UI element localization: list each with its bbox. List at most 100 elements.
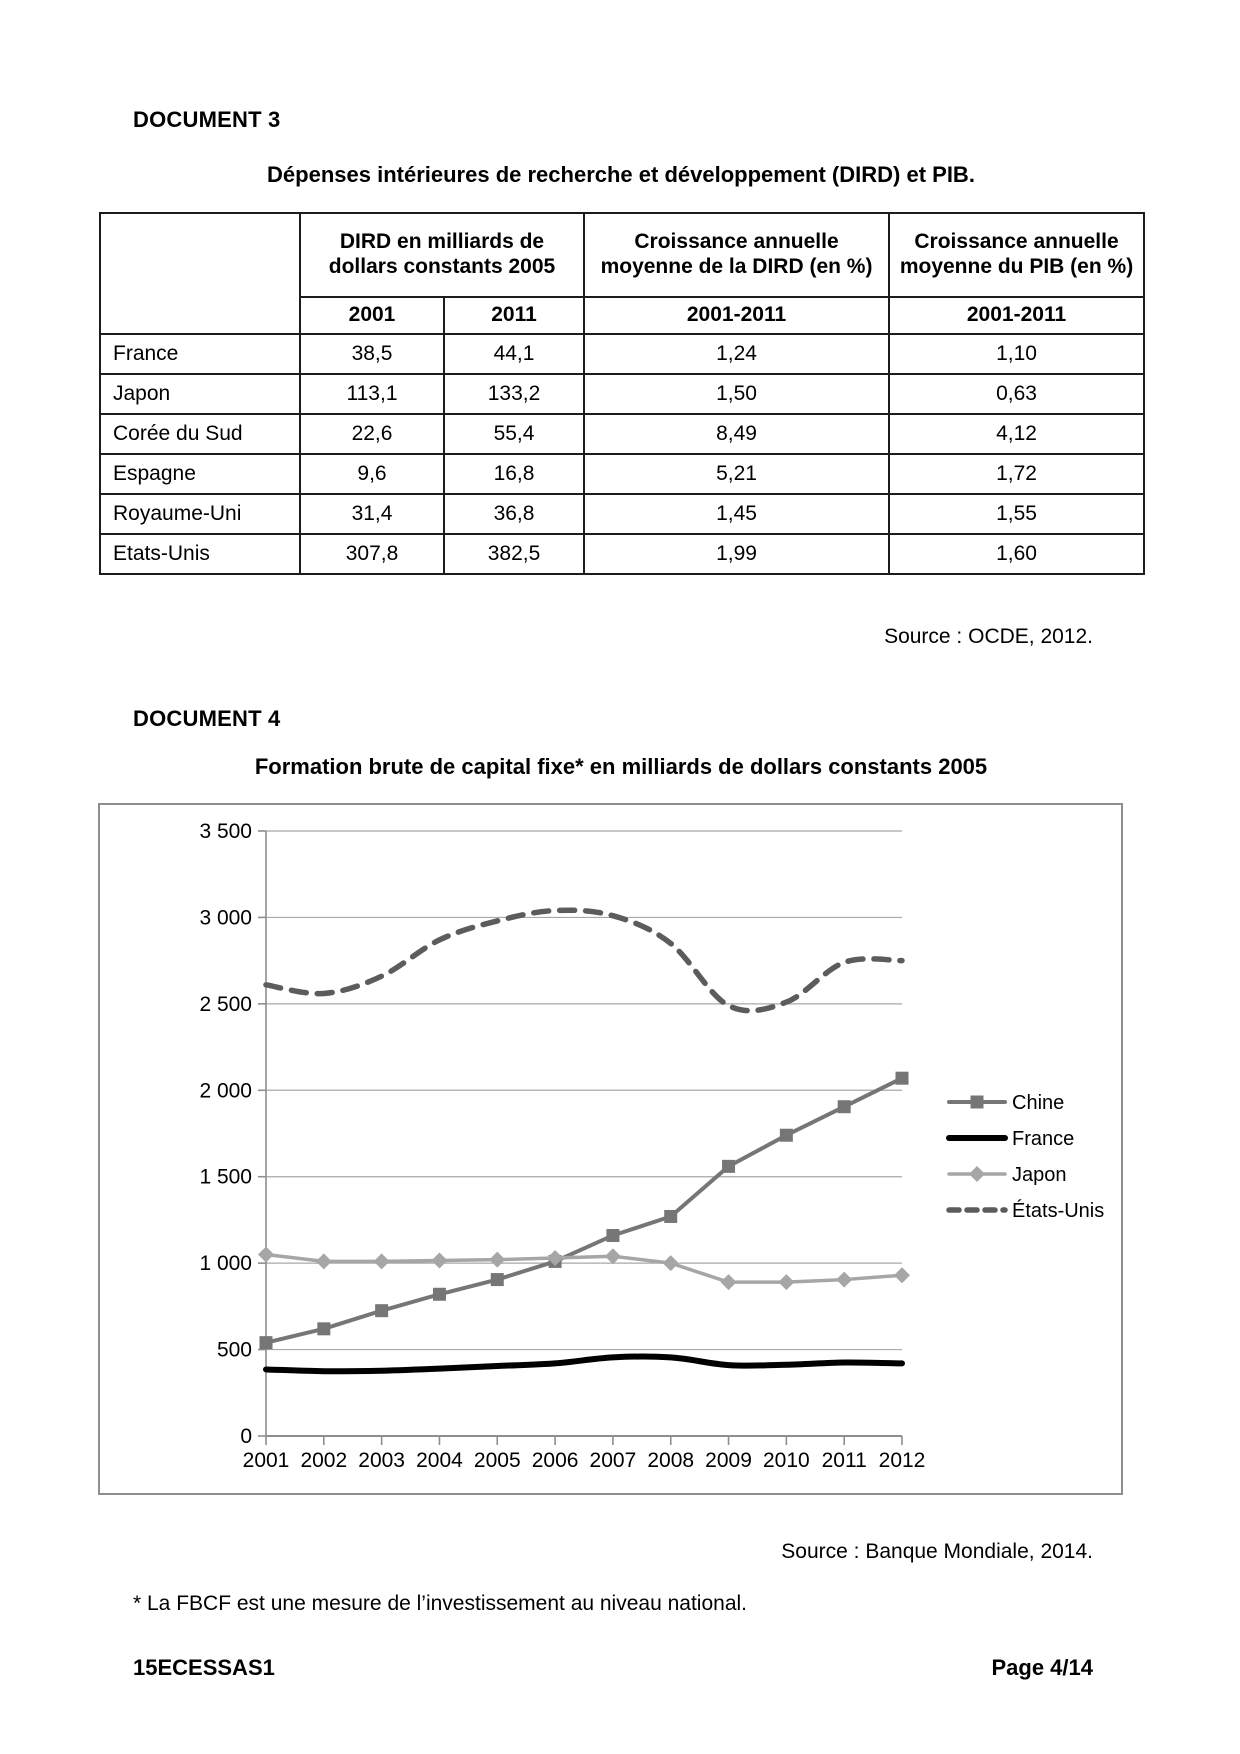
dird-table: DIRD en milliards de dollars constants 2… [99, 212, 1146, 575]
cell-2011: 382,5 [442, 533, 586, 575]
table-sub-header-2001: 2001 [299, 296, 445, 335]
marker-diamond-Japon [258, 1246, 274, 1263]
cell-2011: 133,2 [442, 373, 586, 415]
document4-heading: DOCUMENT 4 [133, 706, 281, 731]
cell-2001: 9,6 [299, 453, 445, 495]
cell-dird-growth: 1,24 [583, 333, 891, 375]
series-line-Japon [264, 1252, 904, 1284]
marker-square-Chine [722, 1159, 736, 1173]
x-tick-label: 2009 [705, 1449, 752, 1472]
cell-dird-growth: 1,50 [583, 373, 891, 415]
marker-square-Chine [837, 1100, 851, 1114]
table-group-header-dird: DIRD en milliards de dollars constants 2… [298, 212, 586, 298]
x-tick-label: 2006 [532, 1449, 579, 1472]
cell-dird-growth: 8,49 [583, 413, 891, 455]
series-line-États-Unis [263, 907, 905, 1014]
marker-square-Chine [779, 1128, 793, 1142]
y-tick-label: 2 500 [199, 993, 252, 1016]
x-tick-label: 2001 [243, 1449, 290, 1472]
table-row: Etats-Unis 307,8 382,5 1,99 1,60 [99, 533, 1146, 575]
marker-diamond-Japon [373, 1253, 390, 1270]
cell-2001: 307,8 [299, 533, 445, 575]
marker-diamond-Japon [836, 1271, 853, 1288]
chart-canvas: 0 500 1 000 1 500 2 000 2 500 3 000 3 500 2001 20… [199, 820, 1104, 1472]
row-label: Etats-Unis [99, 533, 301, 575]
legend-label-Japon: Japon [1012, 1164, 1067, 1186]
marker-square-Chine [490, 1273, 504, 1287]
cell-2001: 38,5 [299, 333, 445, 375]
document3-heading: DOCUMENT 3 [133, 107, 281, 132]
cell-dird-growth: 5,21 [583, 453, 891, 495]
marker-square-Chine [375, 1304, 389, 1318]
marker-diamond-Japon [720, 1274, 737, 1291]
row-label: Japon [99, 373, 301, 415]
marker-square-Chine [895, 1071, 909, 1085]
source-ocde: Source : OCDE, 2012. [884, 625, 1093, 648]
table-sub-header-row: 2001 2011 2001-2011 2001-2011 [100, 296, 1146, 335]
marker-diamond-Japon [489, 1251, 506, 1268]
marker-square-Chine [259, 1336, 273, 1350]
fbcf-line-chart: 0 500 1 000 1 500 2 000 2 500 3 000 3 500 2001 20… [98, 803, 1123, 1495]
y-tick-label: 1 000 [199, 1252, 252, 1275]
cell-2001: 22,6 [299, 413, 445, 455]
cell-2011: 44,1 [442, 333, 586, 375]
legend-label-États-Unis: États-Unis [1012, 1199, 1104, 1222]
y-tick-label: 2 000 [199, 1079, 252, 1102]
marker-diamond-Japon [431, 1252, 448, 1269]
source-banque-mondiale: Source : Banque Mondiale, 2014. [781, 1540, 1093, 1563]
legend-label-Chine: Chine [1012, 1092, 1064, 1114]
marker-diamond-Japon [894, 1267, 910, 1284]
marker-diamond-Japon [969, 1166, 985, 1182]
x-tick-label: 2008 [647, 1449, 694, 1472]
table-group-header-croissance-dird: Croissance annuelle moyenne de la DIRD (… [583, 212, 891, 298]
x-tick-label: 2005 [474, 1449, 521, 1472]
marker-diamond-Japon [662, 1255, 679, 1272]
footer-page-number: Page 4/14 [991, 1655, 1093, 1680]
x-tick-label: 2011 [822, 1449, 867, 1472]
table-corner-cell [99, 212, 301, 335]
marker-diamond-Japon [315, 1253, 332, 1270]
cell-2011: 55,4 [442, 413, 586, 455]
cell-dird-growth: 1,45 [583, 493, 891, 535]
marker-square-Chine [432, 1287, 446, 1301]
table-row: Japon 113,1 133,2 1,50 0,63 [99, 373, 1146, 415]
fbcf-footnote: * La FBCF est une mesure de l’investisse… [133, 1592, 747, 1615]
table-row: Espagne 9,6 16,8 5,21 1,72 [99, 453, 1146, 495]
cell-pib-growth: 1,72 [888, 453, 1146, 495]
marker-square-Chine [970, 1095, 984, 1109]
row-label: France [99, 333, 301, 375]
table-row: Corée du Sud 22,6 55,4 8,49 4,12 [99, 413, 1146, 455]
y-tick-label: 1 500 [199, 1166, 252, 1189]
x-tick-label: 2003 [358, 1449, 405, 1472]
cell-dird-growth: 1,99 [583, 533, 891, 575]
cell-pib-growth: 1,60 [888, 533, 1146, 575]
marker-diamond-Japon [778, 1274, 795, 1291]
marker-diamond-Japon [547, 1249, 564, 1266]
y-tick-label: 3 500 [199, 820, 252, 843]
x-tick-label: 2002 [300, 1449, 347, 1472]
cell-pib-growth: 1,55 [888, 493, 1146, 535]
x-tick-label: 2007 [590, 1449, 637, 1472]
marker-square-Chine [606, 1228, 620, 1242]
series-line-France [263, 1353, 905, 1375]
table-sub-header-pib-period: 2001-2011 [888, 296, 1146, 335]
cell-2001: 31,4 [299, 493, 445, 535]
table-group-header-croissance-pib: Croissance annuelle moyenne du PIB (en %… [888, 212, 1146, 298]
table-row: Royaume-Uni 31,4 36,8 1,45 1,55 [99, 493, 1146, 535]
legend-label-France: France [1012, 1128, 1074, 1150]
cell-2001: 113,1 [299, 373, 445, 415]
cell-2011: 36,8 [442, 493, 586, 535]
row-label: Corée du Sud [99, 413, 301, 455]
document3-title: Dépenses intérieures de recherche et dév… [267, 162, 975, 187]
y-tick-label: 3 000 [199, 906, 252, 929]
x-tick-label: 2010 [763, 1449, 810, 1472]
series-line-Chine [264, 1076, 904, 1345]
cell-pib-growth: 1,10 [888, 333, 1146, 375]
row-label: Espagne [99, 453, 301, 495]
table-sub-header-2011: 2011 [442, 296, 586, 335]
table-sub-header-dird-period: 2001-2011 [583, 296, 891, 335]
cell-pib-growth: 0,63 [888, 373, 1146, 415]
y-tick-label: 500 [217, 1339, 252, 1362]
footer-reference: 15ECESSAS1 [133, 1655, 275, 1680]
